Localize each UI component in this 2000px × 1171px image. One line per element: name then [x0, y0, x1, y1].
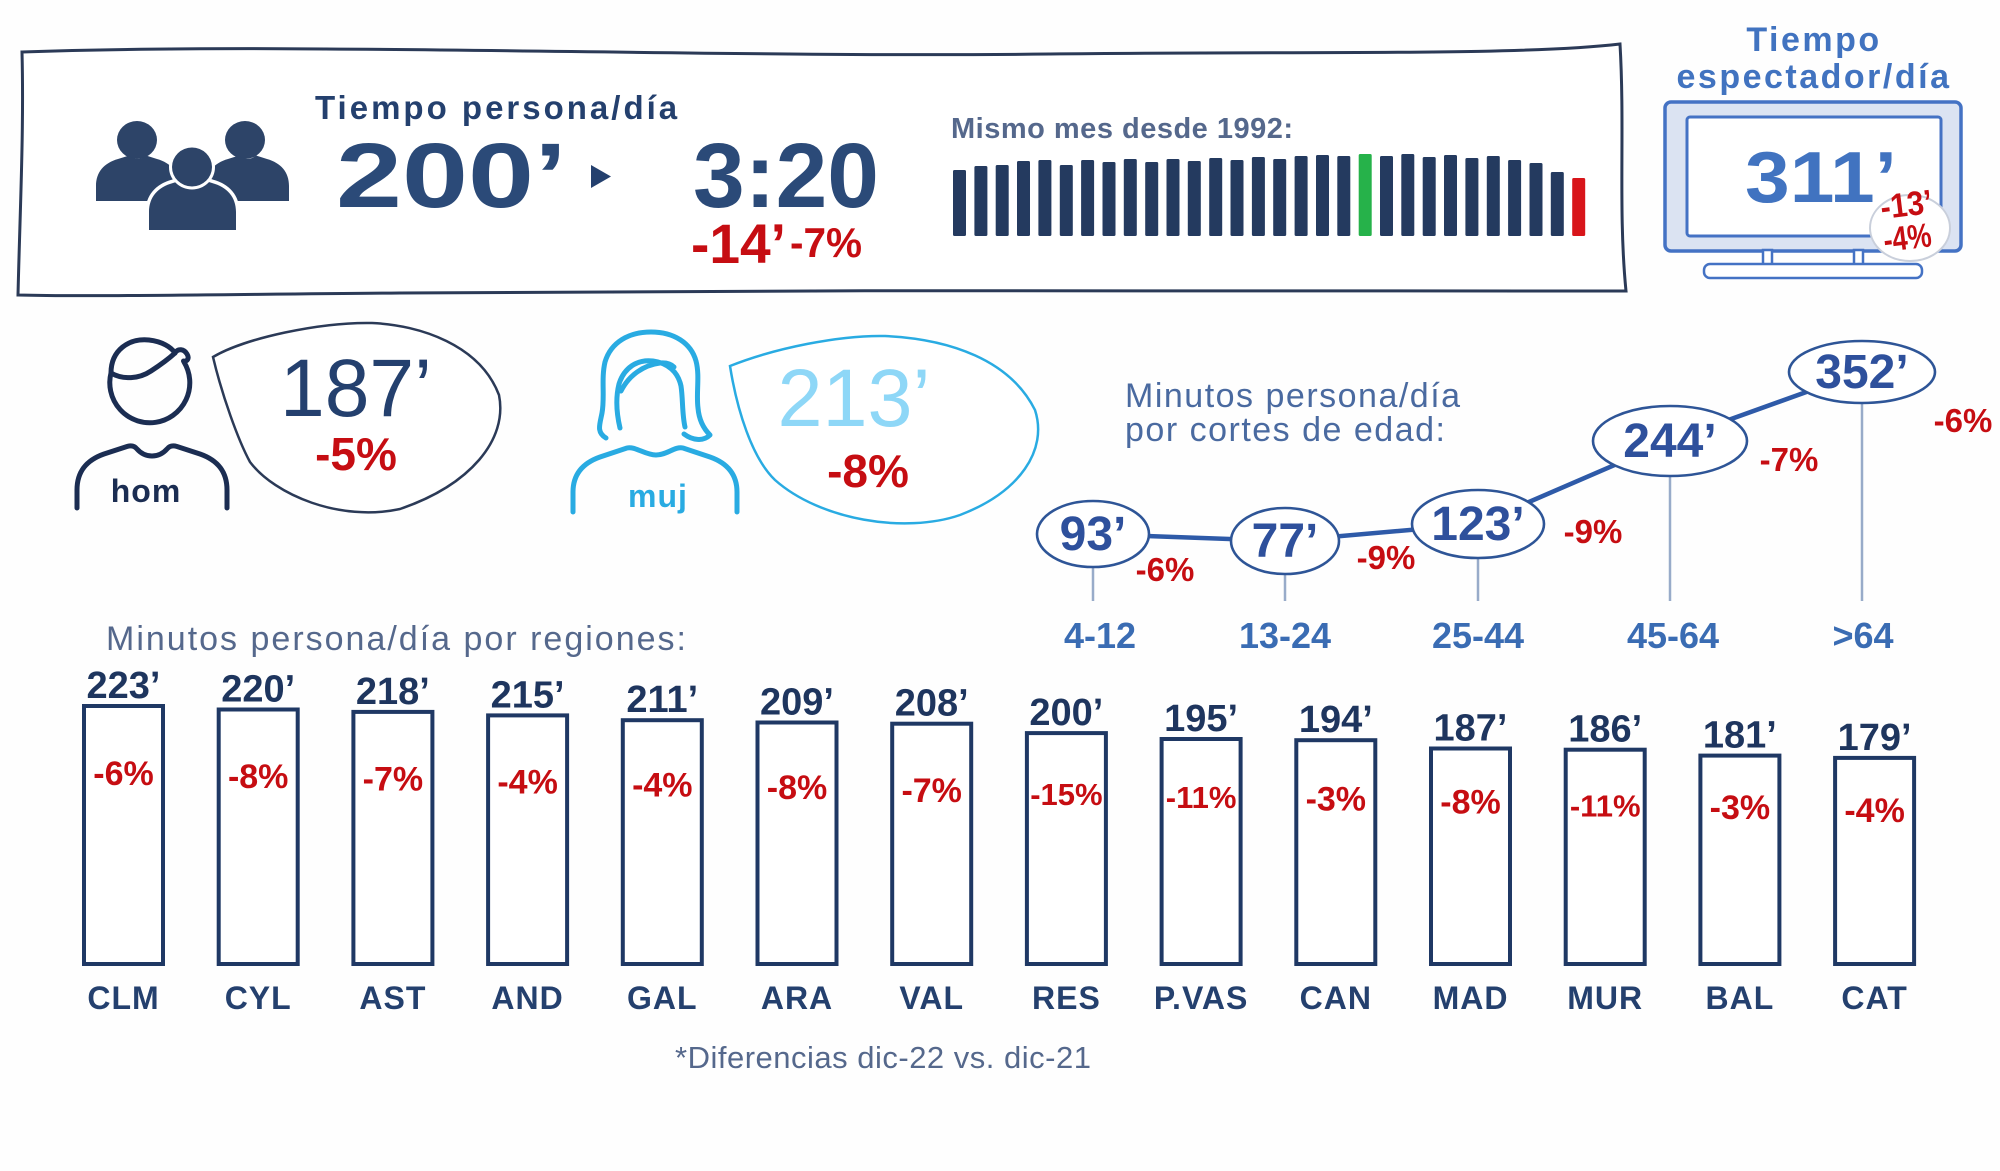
- svg-text:espectador/día: espectador/día: [1677, 58, 1952, 96]
- svg-text:208’: 208’: [895, 683, 969, 725]
- svg-text:244’: 244’: [1623, 415, 1716, 468]
- svg-text:45-64: 45-64: [1627, 615, 1719, 656]
- svg-text:CYL: CYL: [225, 980, 292, 1016]
- svg-text:-11%: -11%: [1166, 780, 1237, 815]
- svg-text:-9%: -9%: [1357, 539, 1416, 576]
- svg-text:186’: 186’: [1568, 709, 1642, 751]
- svg-text:MUR: MUR: [1567, 980, 1643, 1016]
- svg-text:MAD: MAD: [1433, 980, 1509, 1016]
- svg-text:-6%: -6%: [1934, 402, 1993, 439]
- svg-text:Mismo mes desde 1992:: Mismo mes desde 1992:: [951, 113, 1294, 145]
- svg-text:123’: 123’: [1431, 498, 1524, 551]
- svg-text:179’: 179’: [1838, 717, 1912, 759]
- svg-text:187’: 187’: [280, 343, 432, 434]
- svg-text:*Diferencias dic-22 vs. dic-21: *Diferencias dic-22 vs. dic-21: [675, 1040, 1091, 1075]
- svg-text:311’: 311’: [1745, 138, 1897, 218]
- svg-text:-8%: -8%: [767, 769, 827, 807]
- svg-text:ARA: ARA: [761, 980, 833, 1016]
- svg-text:-4%: -4%: [1844, 792, 1904, 830]
- svg-text:200’: 200’: [336, 125, 567, 227]
- svg-text:187’: 187’: [1434, 708, 1508, 750]
- svg-text:RES: RES: [1032, 980, 1101, 1016]
- svg-text:-4%: -4%: [632, 766, 692, 804]
- svg-text:-7%: -7%: [790, 219, 862, 266]
- svg-text:CAN: CAN: [1300, 980, 1372, 1016]
- svg-text:-4%: -4%: [497, 764, 557, 802]
- svg-text:GAL: GAL: [627, 980, 698, 1016]
- svg-text:77’: 77’: [1252, 515, 1319, 568]
- svg-text:-9%: -9%: [1564, 513, 1623, 550]
- svg-text:352’: 352’: [1815, 346, 1908, 399]
- svg-text:93’: 93’: [1060, 508, 1127, 561]
- svg-text:13-24: 13-24: [1239, 615, 1331, 656]
- svg-text:4-12: 4-12: [1064, 615, 1136, 656]
- svg-text:-8%: -8%: [228, 758, 288, 796]
- svg-text:CLM: CLM: [87, 980, 159, 1016]
- svg-text:muj: muj: [628, 478, 688, 514]
- svg-text:Minutos persona/día: Minutos persona/día: [1125, 377, 1462, 415]
- svg-text:-11%: -11%: [1570, 788, 1641, 823]
- svg-text:223’: 223’: [87, 665, 161, 707]
- svg-text:-14’: -14’: [691, 212, 786, 275]
- svg-text:-15%: -15%: [1030, 777, 1102, 812]
- svg-text:Minutos persona/día por region: Minutos persona/día por regiones:: [106, 620, 688, 658]
- svg-text:-3%: -3%: [1710, 789, 1770, 827]
- svg-text:3:20: 3:20: [693, 125, 879, 227]
- svg-text:195’: 195’: [1164, 698, 1238, 740]
- svg-text:Tiempo persona/día: Tiempo persona/día: [315, 89, 680, 126]
- svg-text:-8%: -8%: [827, 445, 909, 497]
- svg-text:200’: 200’: [1029, 692, 1103, 734]
- svg-text:AST: AST: [359, 980, 426, 1016]
- svg-text:Tiempo: Tiempo: [1746, 21, 1881, 59]
- svg-text:CAT: CAT: [1841, 980, 1907, 1016]
- svg-text:209’: 209’: [760, 682, 834, 724]
- svg-text:-7%: -7%: [1760, 441, 1819, 478]
- svg-text:-5%: -5%: [315, 428, 397, 480]
- svg-text:215’: 215’: [491, 674, 565, 716]
- svg-text:181’: 181’: [1703, 715, 1777, 757]
- svg-text:-8%: -8%: [1440, 784, 1500, 822]
- svg-text:-6%: -6%: [1136, 551, 1195, 588]
- svg-text:VAL: VAL: [899, 980, 964, 1016]
- svg-text:-7%: -7%: [901, 772, 961, 810]
- svg-text:218’: 218’: [356, 671, 430, 713]
- svg-text:P.VAS: P.VAS: [1154, 980, 1249, 1016]
- svg-text:-6%: -6%: [93, 755, 153, 793]
- svg-text:-4%: -4%: [1881, 216, 1933, 260]
- svg-text:213’: 213’: [778, 353, 931, 444]
- svg-text:211’: 211’: [626, 679, 698, 721]
- svg-text:-7%: -7%: [363, 761, 423, 799]
- svg-text:por cortes de edad:: por cortes de edad:: [1125, 411, 1446, 449]
- svg-text:-13’: -13’: [1878, 183, 1934, 227]
- svg-text:hom: hom: [111, 473, 182, 509]
- svg-text:25-44: 25-44: [1432, 615, 1524, 656]
- svg-text:194’: 194’: [1299, 699, 1373, 741]
- svg-text:>64: >64: [1832, 615, 1893, 656]
- svg-text:-3%: -3%: [1306, 781, 1366, 819]
- svg-text:BAL: BAL: [1706, 980, 1775, 1016]
- svg-text:220’: 220’: [221, 669, 295, 711]
- svg-text:AND: AND: [491, 980, 563, 1016]
